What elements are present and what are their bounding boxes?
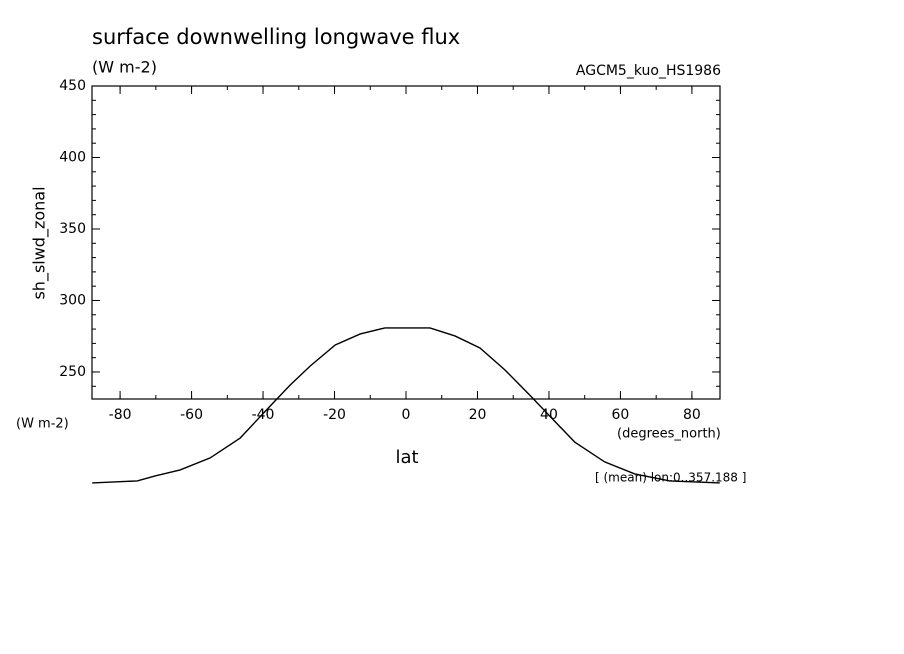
x-units-label: (degrees_north): [617, 427, 721, 442]
y-tick-label: 400: [59, 149, 86, 165]
x-axis-title: lat: [395, 447, 418, 468]
y-tick-label: 250: [59, 364, 86, 380]
chart-title: surface downwelling longwave flux: [92, 25, 460, 49]
x-tick-label: 20: [469, 407, 487, 423]
x-tick-label: 60: [612, 407, 630, 423]
source-label: AGCM5_kuo_HS1986: [576, 63, 721, 79]
note: [ (mean) lon:0..357.188 ]: [595, 471, 746, 485]
x-tick-label: 0: [402, 407, 411, 423]
x-tick-label: 80: [683, 407, 701, 423]
x-tick-label: -80: [109, 407, 132, 423]
y-tick-label: 300: [59, 292, 86, 308]
units-label: (W m-2): [16, 417, 69, 432]
data-line: [92, 327, 720, 484]
x-tick-label: -40: [252, 407, 275, 423]
y-tick-label: 350: [59, 221, 86, 237]
y-tick-label: 450: [59, 78, 86, 94]
units-label: (W m-2): [92, 58, 157, 77]
x-tick-label: -20: [323, 407, 346, 423]
plot-frame: [91, 85, 721, 400]
x-tick-label: -60: [180, 407, 203, 423]
y-axis-title: sh_slwd_zonal: [30, 186, 50, 299]
